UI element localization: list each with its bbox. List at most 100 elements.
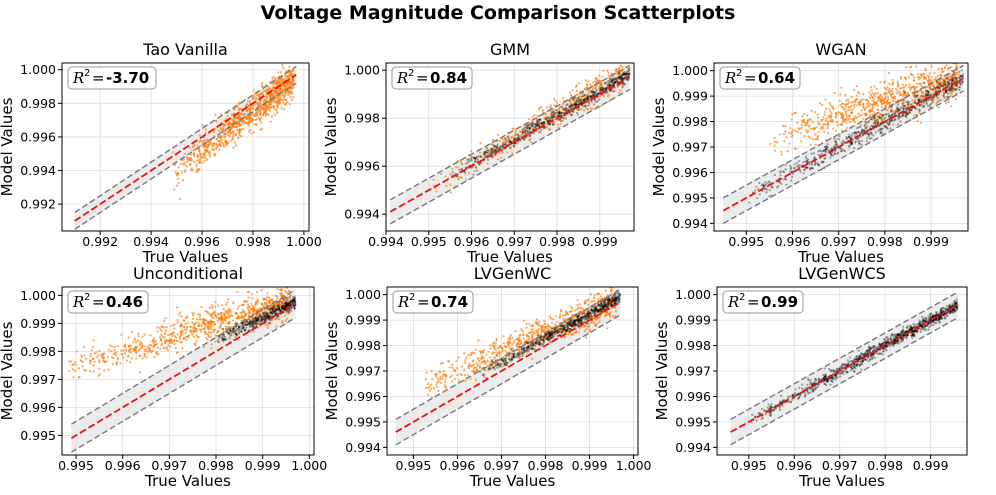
data-point xyxy=(628,70,630,72)
data-point xyxy=(211,324,213,326)
data-point xyxy=(873,111,875,113)
data-point xyxy=(829,110,831,112)
data-point xyxy=(569,102,571,104)
data-point xyxy=(195,321,197,323)
x-tick-label: 1.000 xyxy=(291,458,327,473)
data-point xyxy=(596,80,598,82)
data-point xyxy=(517,134,519,136)
data-point xyxy=(943,60,945,62)
data-point xyxy=(167,334,169,336)
data-point xyxy=(195,165,197,167)
data-point xyxy=(191,312,193,314)
data-point xyxy=(870,110,872,112)
lower-band-line xyxy=(75,83,297,229)
data-point xyxy=(873,117,875,119)
data-point xyxy=(594,80,596,82)
data-point xyxy=(797,131,799,133)
data-point xyxy=(844,108,846,110)
y-tick-label: 0.996 xyxy=(20,400,56,415)
data-point xyxy=(214,306,216,308)
data-point xyxy=(257,323,259,325)
data-point xyxy=(139,344,141,346)
data-point xyxy=(806,122,808,124)
data-point xyxy=(235,313,237,315)
data-point xyxy=(804,122,806,124)
y-tick-label: 0.999 xyxy=(20,316,56,331)
data-point xyxy=(781,154,783,156)
data-point xyxy=(90,359,92,361)
data-point xyxy=(177,166,179,168)
data-point xyxy=(204,145,206,147)
data-point xyxy=(252,98,254,100)
data-point xyxy=(190,169,192,171)
data-point xyxy=(881,119,883,121)
data-point xyxy=(804,124,806,126)
data-point xyxy=(198,325,200,327)
data-point xyxy=(212,148,214,150)
data-point xyxy=(210,336,212,338)
data-point xyxy=(896,92,898,94)
data-point xyxy=(276,90,278,92)
data-point xyxy=(876,119,878,121)
data-point xyxy=(845,119,847,121)
data-point xyxy=(571,114,573,116)
data-point xyxy=(882,114,884,116)
data-point xyxy=(238,125,240,127)
data-point xyxy=(607,72,609,74)
data-point xyxy=(202,155,204,157)
data-point xyxy=(584,87,586,89)
data-point xyxy=(812,138,814,140)
data-point xyxy=(810,167,812,169)
data-point xyxy=(620,79,622,81)
data-point xyxy=(817,117,819,119)
data-point xyxy=(851,102,853,104)
data-point xyxy=(196,318,198,320)
data-point xyxy=(841,123,843,125)
data-point xyxy=(626,74,628,76)
data-point xyxy=(870,125,872,127)
y-tick-label: 0.998 xyxy=(20,344,56,359)
data-point xyxy=(223,144,225,146)
data-point xyxy=(563,117,565,119)
data-point xyxy=(257,301,259,303)
data-point xyxy=(902,99,904,101)
data-point xyxy=(928,99,930,101)
data-point xyxy=(473,157,475,159)
data-point xyxy=(848,115,850,117)
data-point xyxy=(908,83,910,85)
data-point xyxy=(273,90,275,92)
data-point xyxy=(215,143,217,145)
data-point xyxy=(902,84,904,86)
data-point xyxy=(275,308,277,310)
data-point xyxy=(557,124,559,126)
r2-symbol: R xyxy=(724,69,736,87)
data-point xyxy=(78,376,80,378)
data-point xyxy=(176,185,178,187)
data-point xyxy=(930,88,932,90)
data-point xyxy=(235,117,237,119)
data-point xyxy=(583,95,585,97)
data-point xyxy=(815,144,817,146)
data-point xyxy=(854,141,856,143)
data-point xyxy=(521,133,523,135)
data-point xyxy=(774,174,776,176)
data-point xyxy=(788,132,790,134)
data-point xyxy=(840,113,842,115)
data-point xyxy=(931,65,933,67)
data-point xyxy=(251,120,253,122)
data-point xyxy=(220,145,222,147)
data-point xyxy=(72,368,74,370)
data-point xyxy=(793,167,795,169)
data-point xyxy=(803,135,805,137)
data-point xyxy=(287,59,289,61)
data-point xyxy=(532,116,534,118)
data-point xyxy=(776,186,778,188)
data-point xyxy=(859,142,861,144)
data-point xyxy=(824,111,826,113)
data-point xyxy=(274,95,276,97)
data-point xyxy=(129,348,131,350)
data-point xyxy=(74,370,76,372)
data-point xyxy=(610,73,612,75)
data-point xyxy=(129,345,131,347)
